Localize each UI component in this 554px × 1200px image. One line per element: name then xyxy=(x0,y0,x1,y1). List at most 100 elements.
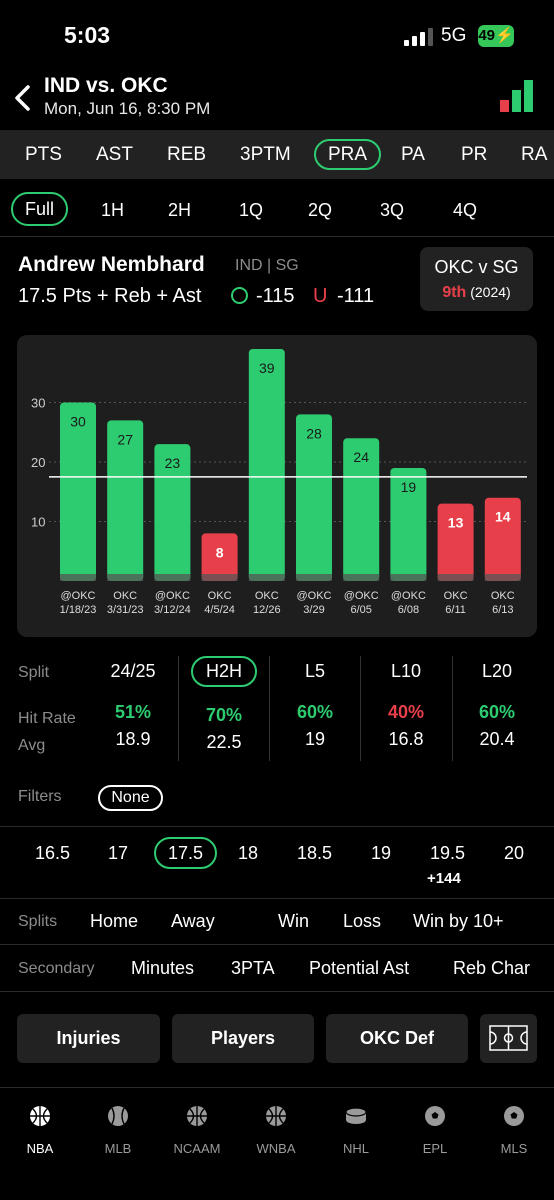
hit-rate-value: 40% xyxy=(387,702,425,722)
filter-none-button[interactable]: None xyxy=(98,785,163,811)
split-header[interactable]: H2H xyxy=(191,656,257,687)
line-option[interactable]: 17 xyxy=(108,843,129,863)
x-tick-label: @OKC xyxy=(155,590,190,602)
opponent-rank-card[interactable]: OKC v SG 9th (2024) xyxy=(420,247,533,311)
period-1h[interactable]: 1H xyxy=(101,200,125,220)
bar[interactable] xyxy=(60,402,96,582)
bar[interactable] xyxy=(201,533,238,581)
bar[interactable] xyxy=(107,420,144,581)
bar[interactable] xyxy=(154,444,191,581)
nav-label: WNBA xyxy=(256,1141,296,1156)
period-3q[interactable]: 3Q xyxy=(380,200,405,220)
injuries-button[interactable]: Injuries xyxy=(17,1014,160,1063)
bar[interactable] xyxy=(343,438,380,581)
under-odds[interactable]: -111 xyxy=(337,285,375,307)
tab-3ptm[interactable]: 3PTM xyxy=(240,144,291,165)
bar-value-label: 23 xyxy=(165,455,181,471)
nav-wnba[interactable]: WNBA xyxy=(244,1105,308,1156)
court-button[interactable] xyxy=(480,1014,537,1063)
x-tick-label: 12/26 xyxy=(253,604,281,616)
line-option[interactable]: 18.5 xyxy=(297,843,333,863)
period-2q[interactable]: 2Q xyxy=(308,200,333,220)
split-win[interactable]: Win xyxy=(278,911,309,931)
split-header[interactable]: L20 xyxy=(481,661,513,681)
player-name: Andrew Nembhard xyxy=(18,253,205,276)
split-column[interactable]: L5 60% 19 xyxy=(270,656,360,750)
period-1q[interactable]: 1Q xyxy=(239,200,264,220)
secondary-reb-chances[interactable]: Reb Char xyxy=(453,958,531,978)
secondary-3pta[interactable]: 3PTA xyxy=(231,958,275,978)
nav-label: NCAAM xyxy=(173,1141,221,1156)
avg-value: 20.4 xyxy=(479,729,515,749)
rank-value: 9th xyxy=(442,284,467,301)
tab-pra[interactable]: PRA xyxy=(314,139,382,170)
nav-mls[interactable]: MLS xyxy=(482,1105,546,1156)
bar[interactable] xyxy=(248,348,285,581)
tab-pts[interactable]: PTS xyxy=(25,144,62,165)
x-tick-label: OKC xyxy=(208,590,232,602)
tab-ast[interactable]: AST xyxy=(96,144,133,165)
tab-ra[interactable]: RA xyxy=(521,144,548,165)
tab-pr[interactable]: PR xyxy=(461,144,488,165)
secondary-minutes[interactable]: Minutes xyxy=(131,958,195,978)
secondary-row-label: Secondary xyxy=(18,960,95,977)
bar-base xyxy=(343,574,380,581)
split-header[interactable]: L10 xyxy=(390,661,422,681)
trend-bars-icon[interactable] xyxy=(500,80,534,114)
split-column[interactable]: L10 40% 16.8 xyxy=(361,656,451,750)
bar-base xyxy=(154,574,191,581)
bar-value-label: 39 xyxy=(259,360,275,376)
divider xyxy=(0,991,554,992)
rank-season: (2024) xyxy=(470,284,511,300)
line-option[interactable]: 18 xyxy=(238,843,259,863)
split-column[interactable]: 24/25 51% 18.9 xyxy=(88,656,178,750)
filters-label: Filters xyxy=(18,788,62,805)
nav-nba[interactable]: NBA xyxy=(8,1105,72,1156)
split-loss[interactable]: Loss xyxy=(343,911,382,931)
tab-pa[interactable]: PA xyxy=(401,144,425,165)
tab-reb[interactable]: REB xyxy=(167,144,207,165)
split-column[interactable]: L20 60% 20.4 xyxy=(452,656,542,750)
period-4q[interactable]: 4Q xyxy=(453,200,478,220)
split-header[interactable]: 24/25 xyxy=(110,661,156,681)
line-option[interactable]: 16.5 xyxy=(35,843,71,863)
nav-epl[interactable]: EPL xyxy=(403,1105,467,1156)
split-home[interactable]: Home xyxy=(90,911,139,931)
back-arrow-icon[interactable] xyxy=(10,84,38,112)
split-away[interactable]: Away xyxy=(171,911,215,931)
hit-rate-value: 70% xyxy=(205,705,243,725)
x-tick-label: OKC xyxy=(255,590,279,602)
over-odds[interactable]: -115 xyxy=(256,285,295,307)
bar[interactable] xyxy=(296,414,332,581)
period-2h[interactable]: 2H xyxy=(168,200,192,220)
nav-ncaam[interactable]: NCAAM xyxy=(165,1105,229,1156)
line-option-selected[interactable]: 17.5 xyxy=(154,837,218,869)
period-full[interactable]: Full xyxy=(11,192,69,226)
line-option[interactable]: 19.5 xyxy=(430,843,466,863)
bar[interactable] xyxy=(484,497,521,581)
divider xyxy=(0,236,554,237)
line-option[interactable]: 20 xyxy=(504,843,525,863)
split-header[interactable]: L5 xyxy=(304,661,326,681)
game-datetime: Mon, Jun 16, 8:30 PM xyxy=(44,99,211,118)
divider xyxy=(0,826,554,827)
soccer-ball-icon xyxy=(425,1106,445,1126)
x-tick-label: @OKC xyxy=(296,590,331,602)
line-option[interactable]: 19 xyxy=(371,843,392,863)
secondary-potential-ast[interactable]: Potential Ast xyxy=(309,958,410,978)
hit-rate-value: 51% xyxy=(114,702,152,722)
players-button[interactable]: Players xyxy=(172,1014,314,1063)
split-column[interactable]: H2H 70% 22.5 xyxy=(179,656,269,753)
nav-nhl[interactable]: NHL xyxy=(324,1105,388,1156)
nav-mlb[interactable]: MLB xyxy=(86,1105,150,1156)
x-tick-label: @OKC xyxy=(60,590,95,602)
x-tick-label: 6/13 xyxy=(492,604,513,616)
okc-def-button[interactable]: OKC Def xyxy=(326,1014,468,1063)
basketball-icon xyxy=(266,1106,286,1126)
split-win-by-10[interactable]: Win by 10+ xyxy=(413,911,504,931)
split-label: Split xyxy=(18,664,50,681)
x-tick-label: @OKC xyxy=(344,590,379,602)
bar[interactable] xyxy=(437,503,474,581)
prop-line: 17.5 Pts + Reb + Ast xyxy=(18,285,202,307)
bar[interactable] xyxy=(390,467,427,581)
